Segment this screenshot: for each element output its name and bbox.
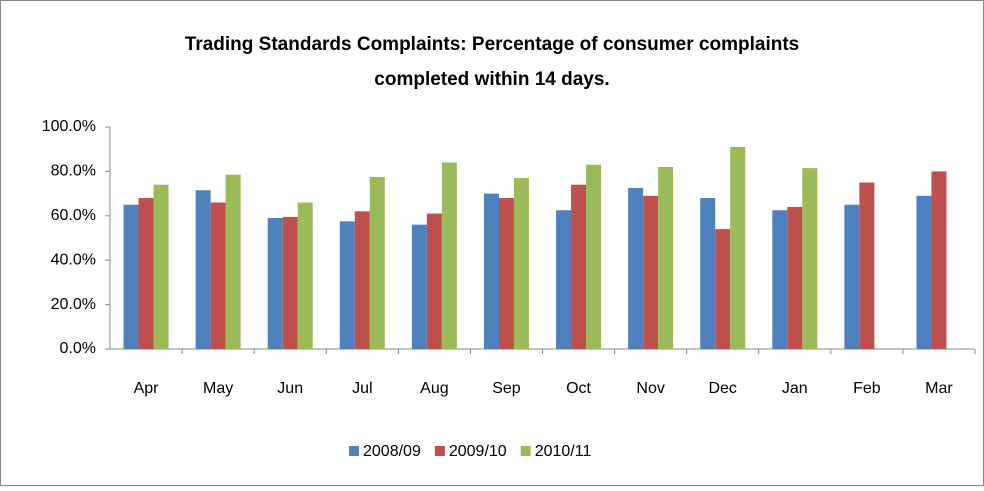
bar bbox=[700, 198, 716, 349]
legend-label: 2008/09 bbox=[363, 443, 421, 460]
bar bbox=[153, 184, 169, 349]
bar bbox=[730, 146, 746, 349]
bar bbox=[441, 162, 457, 349]
bar bbox=[787, 206, 803, 349]
bar bbox=[282, 216, 298, 349]
chart-title: Trading Standards Complaints: Percentage… bbox=[185, 34, 799, 55]
bar bbox=[772, 210, 788, 349]
bar bbox=[267, 218, 283, 349]
y-tick-label: 40.0% bbox=[51, 251, 96, 268]
bar bbox=[643, 195, 659, 349]
x-tick-label: Nov bbox=[636, 380, 664, 397]
bar bbox=[123, 204, 139, 349]
x-tick-label: May bbox=[203, 380, 233, 397]
bar bbox=[802, 168, 818, 349]
legend-label: 2009/10 bbox=[449, 443, 507, 460]
y-tick-label: 20.0% bbox=[51, 296, 96, 313]
x-tick-label: Sep bbox=[492, 380, 521, 397]
bar bbox=[339, 221, 355, 349]
bar bbox=[586, 164, 602, 349]
bar bbox=[483, 193, 499, 349]
y-tick-label: 80.0% bbox=[51, 163, 96, 180]
x-tick-label: Feb bbox=[853, 380, 881, 397]
bar bbox=[628, 188, 644, 349]
x-tick-label: Aug bbox=[420, 380, 448, 397]
bar bbox=[498, 198, 514, 349]
x-tick-label: Dec bbox=[708, 380, 736, 397]
bar bbox=[931, 171, 947, 349]
bar bbox=[195, 190, 211, 349]
y-tick-label: 60.0% bbox=[51, 207, 96, 224]
bar bbox=[225, 174, 241, 349]
x-tick-label: Jan bbox=[782, 380, 808, 397]
bar bbox=[658, 166, 674, 349]
bar bbox=[513, 178, 529, 349]
legend-swatch bbox=[349, 446, 359, 456]
bar bbox=[556, 210, 572, 349]
bar bbox=[138, 198, 154, 349]
bar bbox=[411, 224, 427, 349]
y-tick-label: 0.0% bbox=[60, 340, 96, 357]
x-tick-label: Apr bbox=[134, 380, 160, 397]
bar bbox=[426, 213, 442, 349]
bar bbox=[369, 176, 385, 349]
x-tick-label: Mar bbox=[925, 380, 953, 397]
legend-swatch bbox=[520, 446, 531, 456]
x-tick-label: Oct bbox=[566, 380, 591, 397]
bar bbox=[297, 202, 313, 349]
x-tick-label: Jun bbox=[277, 380, 303, 397]
chart-title: completed within 14 days. bbox=[374, 69, 609, 90]
bar bbox=[916, 195, 932, 349]
bar bbox=[571, 184, 587, 349]
bar bbox=[354, 211, 370, 349]
x-tick-label: Jul bbox=[352, 380, 372, 397]
bar bbox=[844, 204, 860, 349]
legend-swatch bbox=[434, 446, 445, 456]
bar bbox=[715, 229, 731, 349]
legend-label: 2010/11 bbox=[535, 443, 592, 460]
bar bbox=[859, 182, 875, 349]
y-tick-label: 100.0% bbox=[42, 118, 96, 135]
bar bbox=[210, 202, 226, 349]
